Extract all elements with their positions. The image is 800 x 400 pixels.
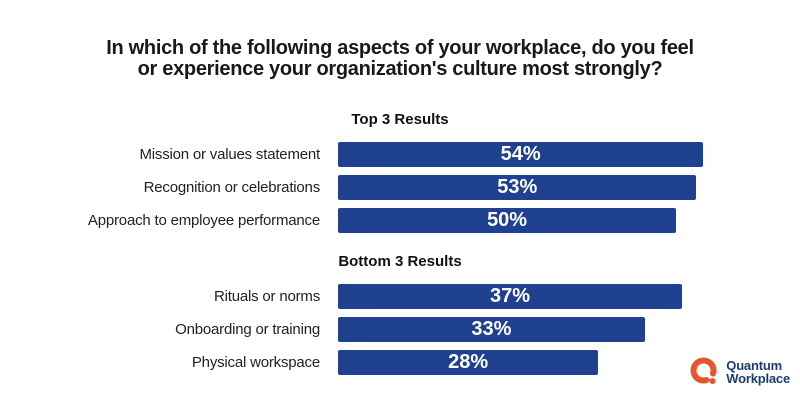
bar-value-label: 50% <box>487 209 528 231</box>
bar: 54% <box>338 142 704 167</box>
bar-row-employee-performance: Approach to employee performance 50% <box>0 208 800 233</box>
bar-row-recognition: Recognition or celebrations 53% <box>0 175 800 200</box>
bar-row-onboarding: Onboarding or training 33% <box>0 317 800 342</box>
bar-track: 50% <box>338 208 710 233</box>
bar-track: 33% <box>338 317 710 342</box>
bar-value-label: 53% <box>497 176 538 198</box>
bar-row-rituals: Rituals or norms 37% <box>0 284 800 309</box>
bottom-3-section: Bottom 3 Results Rituals or norms 37% On… <box>0 252 800 383</box>
row-label: Physical workspace <box>191 354 320 371</box>
top-3-section-header: Top 3 Results <box>351 111 449 128</box>
logo-wordmark-line-1: Quantum <box>726 358 782 373</box>
chart-title-line-2: or experience your organization's cultur… <box>137 58 663 80</box>
row-label: Onboarding or training <box>175 321 320 338</box>
chart-title-line-1: In which of the following aspects of you… <box>106 37 694 59</box>
chart-title: In which of the following aspects of you… <box>0 38 800 80</box>
bar-track: 53% <box>338 175 710 200</box>
bottom-3-section-header: Bottom 3 Results <box>338 253 462 270</box>
bar-track: 37% <box>338 284 710 309</box>
bar: 50% <box>338 208 677 233</box>
quantum-q-mark-icon <box>690 357 717 384</box>
bar-value-label: 37% <box>490 285 531 307</box>
bar: 53% <box>338 175 697 200</box>
bar-row-mission-or-values: Mission or values statement 54% <box>0 142 800 167</box>
row-label: Approach to employee performance <box>87 212 320 229</box>
row-label: Recognition or celebrations <box>143 179 321 196</box>
bar-track: 54% <box>338 142 710 167</box>
top-3-section: Top 3 Results Mission or values statemen… <box>0 110 800 241</box>
row-label: Mission or values statement <box>139 146 320 163</box>
bar-row-physical-workspace: Physical workspace 28% <box>0 350 800 375</box>
bar-value-label: 33% <box>471 318 512 340</box>
bar: 28% <box>338 350 599 375</box>
bar: 33% <box>338 317 645 342</box>
quantum-workplace-logo: Quantum Workplace <box>690 357 790 388</box>
logo-wordmark: Quantum Workplace <box>726 358 790 386</box>
bar-value-label: 28% <box>448 351 489 373</box>
bar: 37% <box>338 284 683 309</box>
logo-wordmark-line-2: Workplace <box>726 370 790 386</box>
bar-value-label: 54% <box>500 143 541 165</box>
bar-track: 28% <box>338 350 710 375</box>
row-label: Rituals or norms <box>214 288 320 305</box>
